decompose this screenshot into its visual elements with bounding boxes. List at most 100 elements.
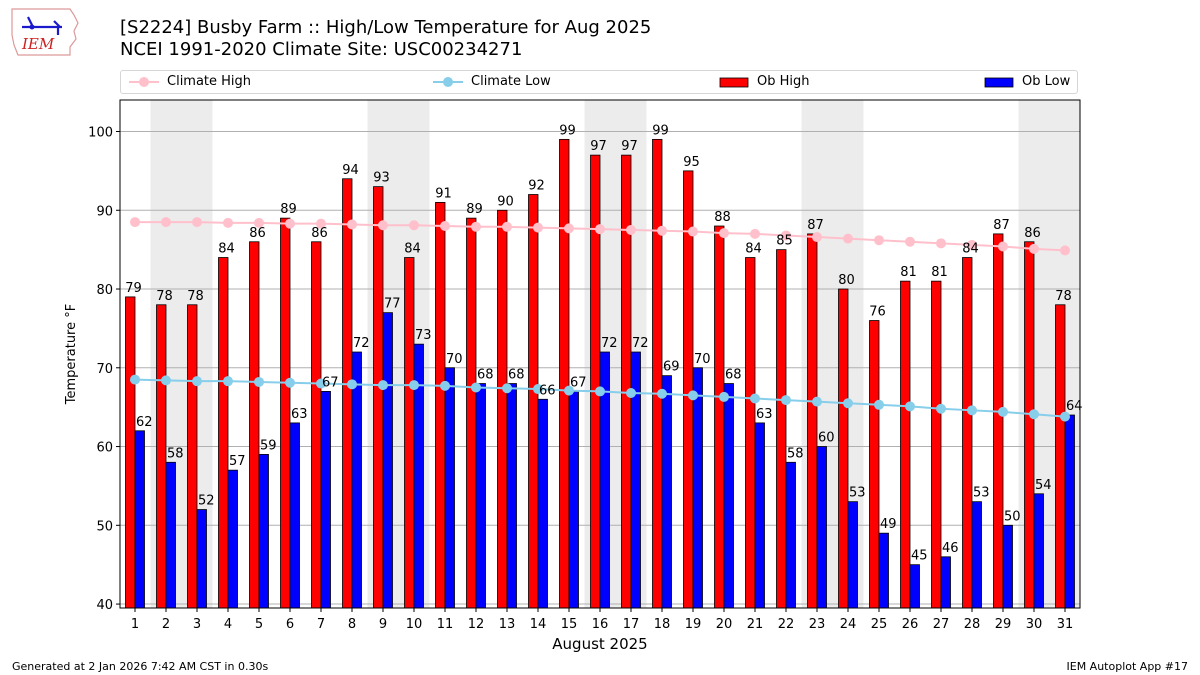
ob-high-label: 76 — [869, 305, 886, 320]
legend-label: Climate High — [167, 74, 252, 89]
ob-low-bar — [320, 391, 331, 609]
ob-low-bar — [1033, 493, 1044, 609]
weekend-shade — [801, 100, 833, 608]
ob-high-label: 80 — [838, 273, 855, 288]
ob-low-label: 68 — [725, 368, 742, 383]
iem-logo: IEM — [11, 8, 79, 56]
x-tick-label: 5 — [255, 617, 263, 632]
weekend-shade — [615, 100, 647, 608]
ob-low-label: 58 — [787, 446, 804, 461]
weekend-shade — [1049, 100, 1081, 608]
ob-low-label: 57 — [229, 454, 246, 469]
climate-high-point — [1029, 243, 1039, 254]
climate-low-point — [750, 393, 760, 404]
ob-high-label: 84 — [962, 242, 979, 257]
climate-low-point — [1060, 411, 1070, 422]
climate-high-point — [998, 241, 1008, 252]
x-tick-label: 1 — [131, 617, 139, 632]
ob-low-label: 45 — [911, 549, 928, 564]
ob-high-bar — [838, 288, 849, 609]
climate-high-point — [967, 239, 977, 250]
climate-low-point — [409, 380, 419, 391]
weekend-shade — [832, 100, 864, 608]
chart-title: [S2224] Busby Farm :: High/Low Temperatu… — [120, 17, 652, 38]
x-tick-label: 16 — [592, 617, 609, 632]
climate-low-point — [161, 375, 171, 386]
ob-low-bar — [599, 351, 610, 609]
ob-high-label: 78 — [1055, 289, 1072, 304]
ob-high-label: 90 — [497, 194, 514, 209]
ob-high-label: 93 — [373, 171, 390, 186]
ob-high-bar — [497, 209, 508, 609]
climate-low-point — [254, 376, 264, 387]
x-tick-label: 29 — [995, 617, 1012, 632]
ob-high-label: 86 — [311, 226, 328, 241]
ob-low-label: 58 — [167, 446, 184, 461]
climate-low-point — [812, 396, 822, 407]
ob-low-swatch-icon — [984, 77, 1014, 87]
climate-high-point — [781, 230, 791, 241]
ob-low-label: 66 — [539, 383, 556, 398]
ob-high-label: 86 — [249, 226, 266, 241]
x-tick-label: 17 — [623, 617, 640, 632]
ob-low-label: 50 — [1004, 509, 1021, 524]
ob-low-label: 77 — [384, 297, 401, 312]
climate-high-point — [874, 235, 884, 246]
climate-high-point — [719, 228, 729, 239]
climate-high-point — [688, 226, 698, 237]
x-tick-label: 10 — [406, 617, 423, 632]
legend-label: Climate Low — [471, 74, 551, 89]
weekend-shade — [150, 100, 182, 608]
ob-low-bar — [630, 351, 641, 609]
ob-high-bar — [621, 154, 632, 609]
ob-low-bar — [847, 501, 858, 609]
legend-item-climate-low: Climate Low — [433, 74, 551, 89]
ob-high-bar — [559, 138, 570, 609]
climate-low-point — [378, 380, 388, 391]
climate-high-point — [285, 218, 295, 229]
legend-label: Ob Low — [1022, 74, 1071, 89]
climate-high-point — [905, 236, 915, 247]
ob-high-bar — [807, 233, 818, 609]
ob-high-bar — [187, 304, 198, 609]
ob-low-label: 49 — [880, 517, 897, 532]
ob-low-label: 63 — [756, 407, 773, 422]
ob-high-label: 87 — [993, 218, 1010, 233]
weather-vane-icon — [22, 16, 62, 35]
ob-low-bar — [971, 501, 982, 609]
climate-low-point — [967, 405, 977, 416]
climate-low-point — [843, 398, 853, 409]
ob-high-bar — [249, 241, 260, 609]
climate-low-point — [781, 395, 791, 406]
ob-high-bar — [342, 178, 353, 609]
climate-low-point — [440, 380, 450, 391]
ob-low-label: 68 — [508, 368, 525, 383]
ob-low-label: 72 — [632, 336, 649, 351]
legend-item-climate-high: Climate High — [129, 74, 251, 89]
x-tick-label: 11 — [437, 617, 454, 632]
x-tick-label: 13 — [499, 617, 516, 632]
x-tick-label: 24 — [840, 617, 857, 632]
ob-high-label: 84 — [218, 242, 235, 257]
x-tick-label: 6 — [286, 617, 294, 632]
climate-low-point — [1029, 409, 1039, 420]
ob-low-label: 53 — [973, 486, 990, 501]
weekend-shade — [1018, 100, 1050, 608]
ob-low-label: 53 — [849, 486, 866, 501]
ob-low-label: 72 — [353, 336, 370, 351]
climate-high-point — [378, 220, 388, 231]
climate-high-point — [223, 217, 233, 228]
x-tick-label: 25 — [871, 617, 888, 632]
ob-high-label: 99 — [559, 123, 576, 138]
x-tick-label: 20 — [716, 617, 733, 632]
x-tick-label: 12 — [468, 617, 485, 632]
chart-subtitle: NCEI 1991-2020 Climate Site: USC00234271 — [120, 39, 523, 60]
climate-low-point — [688, 390, 698, 401]
ob-high-label: 81 — [900, 265, 917, 280]
y-axis-label: Temperature °F — [64, 304, 79, 405]
climate-low-point — [316, 378, 326, 389]
x-tick-label: 28 — [964, 617, 981, 632]
climate-low-point — [533, 384, 543, 395]
climate-low-point — [347, 379, 357, 390]
